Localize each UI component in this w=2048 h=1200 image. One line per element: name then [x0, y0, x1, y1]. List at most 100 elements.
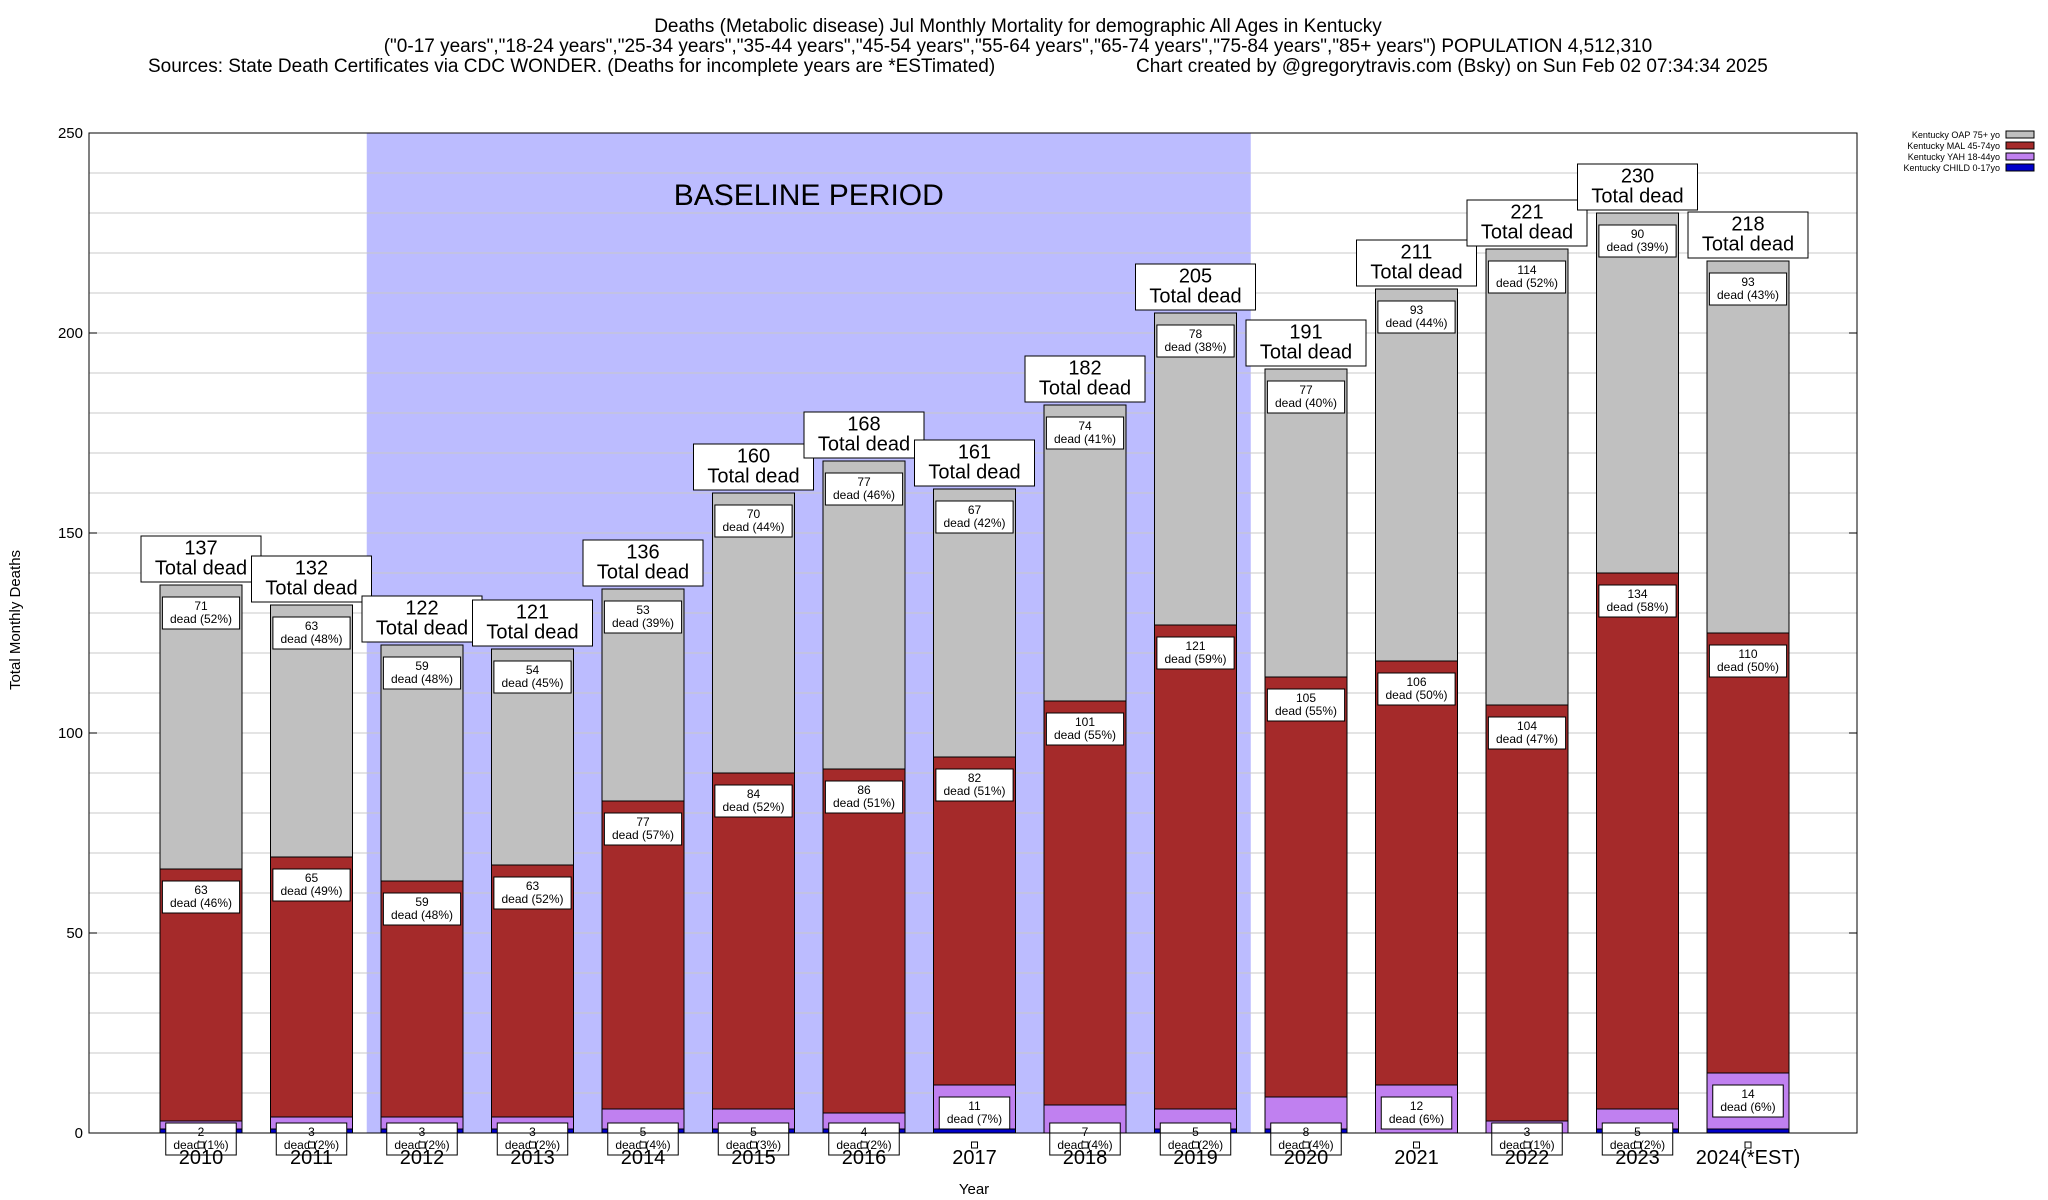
x-tick-label: 2022 — [1505, 1147, 1550, 1169]
x-tick-label: 2017 — [952, 1147, 997, 1169]
label-text: 77 — [1299, 383, 1313, 397]
label-text: Total dead — [928, 462, 1020, 484]
label-text: 3 — [529, 1125, 536, 1139]
label-text: 191 — [1289, 322, 1322, 344]
label-text: 132 — [295, 558, 328, 580]
label-text: 221 — [1510, 202, 1543, 224]
label-box — [1245, 319, 1367, 367]
label-box — [272, 616, 351, 650]
label-text: Total dead — [1702, 234, 1794, 256]
label-text: dead (52%) — [501, 892, 563, 906]
label-box — [1601, 1122, 1674, 1156]
x-tick-label: 2021 — [1394, 1147, 1439, 1169]
label-text: 106 — [1406, 675, 1426, 689]
label-text: dead (50%) — [1717, 660, 1779, 674]
label-text: dead (40%) — [1275, 396, 1337, 410]
bar-segment — [1043, 404, 1127, 702]
y-tick-label: 250 — [58, 125, 83, 142]
label-box — [1045, 416, 1125, 450]
label-text: Total dead — [376, 618, 468, 640]
label-box — [1687, 211, 1809, 259]
label-text: 78 — [1189, 327, 1203, 341]
legend-item-label: Kentucky YAH 18-44yo — [1908, 152, 2000, 162]
label-text: 182 — [1068, 358, 1101, 380]
label-text: dead (55%) — [1054, 728, 1116, 742]
label-text: dead (49%) — [280, 884, 342, 898]
bar-marker — [1523, 1141, 1531, 1149]
label-text: 86 — [857, 783, 871, 797]
y-tick-label: 50 — [66, 925, 83, 942]
bar-segment — [1706, 632, 1790, 1074]
bar-segment — [822, 460, 906, 770]
label-text: 101 — [1075, 715, 1095, 729]
plot-frame — [88, 132, 1858, 1134]
bar-segment — [1375, 288, 1458, 662]
label-box — [1380, 1096, 1453, 1130]
label-text: dead (48%) — [280, 632, 342, 646]
bar-marker — [971, 1141, 978, 1149]
label-text: 205 — [1179, 266, 1212, 288]
label-box — [1598, 224, 1677, 258]
label-text: dead (52%) — [722, 800, 784, 814]
label-text: 218 — [1731, 214, 1764, 236]
label-box — [1135, 263, 1256, 311]
label-text: 84 — [747, 787, 761, 801]
label-box — [1712, 1084, 1784, 1118]
label-text: Total dead — [1370, 262, 1462, 284]
label-box — [935, 500, 1014, 534]
label-text: dead (48%) — [391, 908, 453, 922]
label-text: dead (43%) — [1717, 288, 1779, 302]
legend-item-label: Kentucky MAL 45-74yo — [1907, 141, 2000, 151]
label-text: 12 — [1410, 1099, 1424, 1113]
bar-marker — [1081, 1141, 1089, 1149]
label-text: 160 — [737, 446, 770, 468]
label-box — [361, 595, 483, 643]
x-tick-label: 2011 — [290, 1147, 333, 1169]
label-box — [1487, 260, 1567, 294]
label-text: 3 — [419, 1125, 426, 1139]
label-text: dead (58%) — [1606, 600, 1668, 614]
bar-segment — [822, 768, 906, 1114]
x-tick-label: 2015 — [731, 1147, 776, 1169]
label-box — [1356, 239, 1477, 287]
chart-credit-line: Chart created by @gregorytravis.com (Bsk… — [1136, 56, 1768, 77]
label-text: 104 — [1517, 719, 1537, 733]
bar-segment — [712, 492, 795, 774]
label-text: dead (46%) — [170, 896, 232, 910]
label-box — [1049, 1122, 1121, 1156]
x-tick-label: 2012 — [400, 1147, 445, 1169]
bar-marker — [860, 1141, 868, 1149]
bar-marker — [1302, 1141, 1310, 1149]
label-box — [828, 1122, 900, 1156]
x-tick-label: 2023 — [1615, 1147, 1660, 1169]
bar-segment — [1596, 212, 1679, 574]
bar-segment — [1375, 660, 1458, 1086]
bar-segment — [933, 488, 1016, 758]
legend-swatch — [2005, 152, 2035, 161]
x-tick-label: 2024(*EST) — [1696, 1147, 1801, 1169]
label-text: dead (48%) — [391, 672, 453, 686]
label-box — [607, 1122, 679, 1156]
label-box — [275, 1122, 348, 1156]
legend-item-label: Kentucky CHILD 0-17yo — [1903, 163, 2000, 173]
bar-marker — [1192, 1141, 1199, 1149]
label-box — [493, 876, 572, 910]
label-box — [938, 1096, 1011, 1130]
bar-marker — [1634, 1141, 1641, 1149]
label-text: 121 — [516, 602, 549, 624]
label-box — [1487, 716, 1567, 750]
